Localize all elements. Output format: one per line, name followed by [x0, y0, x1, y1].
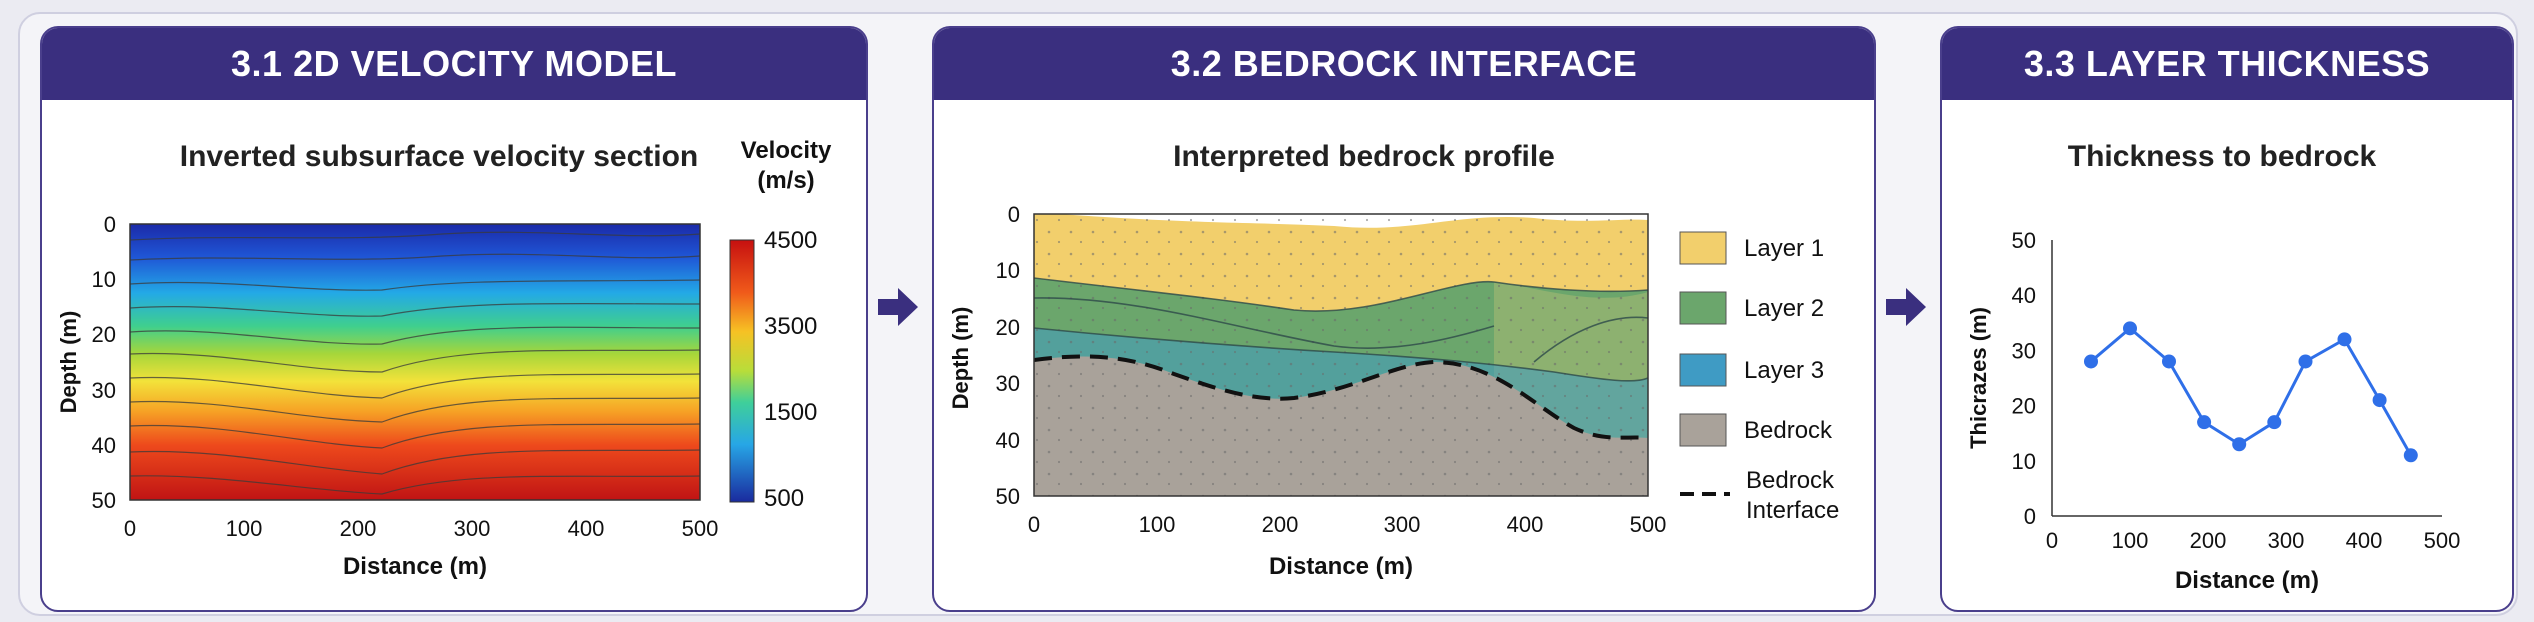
y-tick: 30 [996, 371, 1020, 396]
x-tick: 200 [1262, 512, 1299, 537]
x-tick: 0 [2046, 528, 2058, 553]
thickness-points [2084, 321, 2418, 463]
y-tick: 20 [92, 322, 116, 347]
colorbar-ticks: 4500 3500 1500 500 [764, 227, 817, 512]
y-tick-labels: 0 10 20 30 40 50 [996, 202, 1020, 509]
legend-label: Bedrock [1746, 467, 1835, 494]
colorbar-tick: 4500 [764, 227, 817, 254]
x-tick-labels: 0 100 200 300 400 500 [2046, 528, 2460, 553]
y-tick: 50 [996, 484, 1020, 509]
x-tick-labels: 0 100 200 300 400 500 [1028, 512, 1666, 537]
x-tick: 300 [2268, 528, 2305, 553]
arrow-right-icon [1886, 288, 1926, 326]
y-tick: 0 [1008, 202, 1020, 227]
legend-label: Interface [1746, 497, 1839, 524]
velocity-heatmap [130, 224, 700, 500]
x-axis-label: Distance (m) [2175, 567, 2319, 594]
legend-swatch-layer-1 [1679, 231, 1727, 265]
x-tick: 100 [226, 516, 263, 541]
panel-header: 3.2 BEDROCK INTERFACE [934, 28, 1874, 100]
data-point [2337, 332, 2352, 347]
legend-swatch-layer-3 [1679, 353, 1727, 387]
data-point [2197, 415, 2212, 430]
x-tick-labels: 0 100 200 300 400 500 [124, 516, 718, 541]
y-axis-label: Thicrazes (m) [1966, 307, 1991, 449]
thickness-series-line [2090, 326, 2413, 457]
x-tick: 100 [1139, 512, 1176, 537]
velocity-model-panel: 3.1 2D VELOCITY MODEL Inverted subsurfac… [40, 26, 868, 612]
x-tick: 0 [124, 516, 136, 541]
panel-header: 3.3 LAYER THICKNESS [1942, 28, 2512, 100]
legend-label: Layer 1 [1744, 235, 1824, 262]
x-tick: 400 [568, 516, 605, 541]
x-tick: 500 [2424, 528, 2461, 553]
data-point [2232, 437, 2247, 452]
colorbar-tick: 500 [764, 485, 804, 512]
x-tick: 500 [682, 516, 719, 541]
colorbar-tick: 3500 [764, 313, 817, 340]
legend-swatch-bedrock [1679, 413, 1727, 447]
y-tick: 0 [2024, 504, 2036, 529]
x-axis-label: Distance (m) [1269, 553, 1413, 580]
x-tick: 300 [1384, 512, 1421, 537]
y-tick: 0 [104, 212, 116, 237]
colorbar-title: Velocity [741, 137, 832, 164]
y-tick: 10 [92, 267, 116, 292]
y-tick-labels: 0 10 20 30 40 50 [92, 212, 116, 513]
x-tick: 200 [2190, 528, 2227, 553]
data-point [2403, 448, 2418, 463]
x-tick: 400 [2346, 528, 2383, 553]
y-tick: 10 [996, 258, 1020, 283]
layer-thickness-panel: 3.3 LAYER THICKNESS Thickness to bedrock… [1940, 26, 2514, 612]
bedrock-plot: 0 10 20 30 40 50 0 100 200 300 400 500 D… [948, 202, 1839, 580]
colorbar-tick: 1500 [764, 399, 817, 426]
panel-subtitle: Inverted subsurface velocity section [179, 140, 699, 173]
x-tick: 0 [1028, 512, 1040, 537]
velocity-plot: 0 10 20 30 40 50 0 100 200 300 400 500 D… [56, 137, 832, 580]
panel-subtitle: Interpreted bedrock profile [1173, 140, 1555, 173]
thickness-plot: 0 10 20 30 40 50 0 100 200 300 400 500 D… [1966, 228, 2460, 594]
y-tick: 50 [2012, 228, 2036, 253]
bedrock-interface-line [1034, 354, 1648, 440]
legend-label: Layer 3 [1744, 357, 1824, 384]
panel-header: 3.1 2D VELOCITY MODEL [42, 28, 866, 100]
y-tick: 50 [92, 488, 116, 513]
legend: Layer 1 Layer 2 Layer 3 Bedrock Bedrock … [1679, 231, 1839, 524]
y-tick: 40 [92, 433, 116, 458]
colorbar-unit: (m/s) [757, 167, 814, 194]
data-point [2372, 393, 2387, 408]
arrow-right-icon [878, 288, 918, 326]
panel-subtitle: Thickness to bedrock [2067, 140, 2377, 173]
contour-lines [130, 231, 700, 495]
y-tick: 30 [92, 378, 116, 403]
x-tick: 400 [1507, 512, 1544, 537]
x-tick: 200 [340, 516, 377, 541]
data-point [2084, 354, 2098, 369]
legend-swatch-layer-2 [1679, 291, 1727, 325]
x-tick: 100 [2112, 528, 2149, 553]
x-tick: 300 [454, 516, 491, 541]
data-point [2123, 321, 2137, 336]
y-tick: 40 [996, 428, 1020, 453]
x-tick: 500 [1630, 512, 1667, 537]
y-tick-labels: 0 10 20 30 40 50 [2012, 228, 2036, 529]
y-axis-label: Depth (m) [948, 307, 973, 410]
y-tick: 30 [2012, 338, 2036, 363]
bedrock-interface-panel: 3.2 BEDROCK INTERFACE Interpreted bedroc… [932, 26, 1876, 612]
legend-label: Layer 2 [1744, 295, 1824, 322]
data-point [2267, 415, 2282, 430]
data-point [2298, 354, 2313, 369]
y-tick: 40 [2012, 283, 2036, 308]
colorbar [729, 239, 755, 503]
data-point [2162, 354, 2176, 369]
y-tick: 20 [2012, 394, 2036, 419]
y-tick: 10 [2012, 449, 2036, 474]
y-tick: 20 [996, 315, 1020, 340]
y-axis-label: Depth (m) [56, 311, 81, 414]
legend-label: Bedrock [1744, 417, 1833, 444]
x-axis-label: Distance (m) [343, 553, 487, 580]
